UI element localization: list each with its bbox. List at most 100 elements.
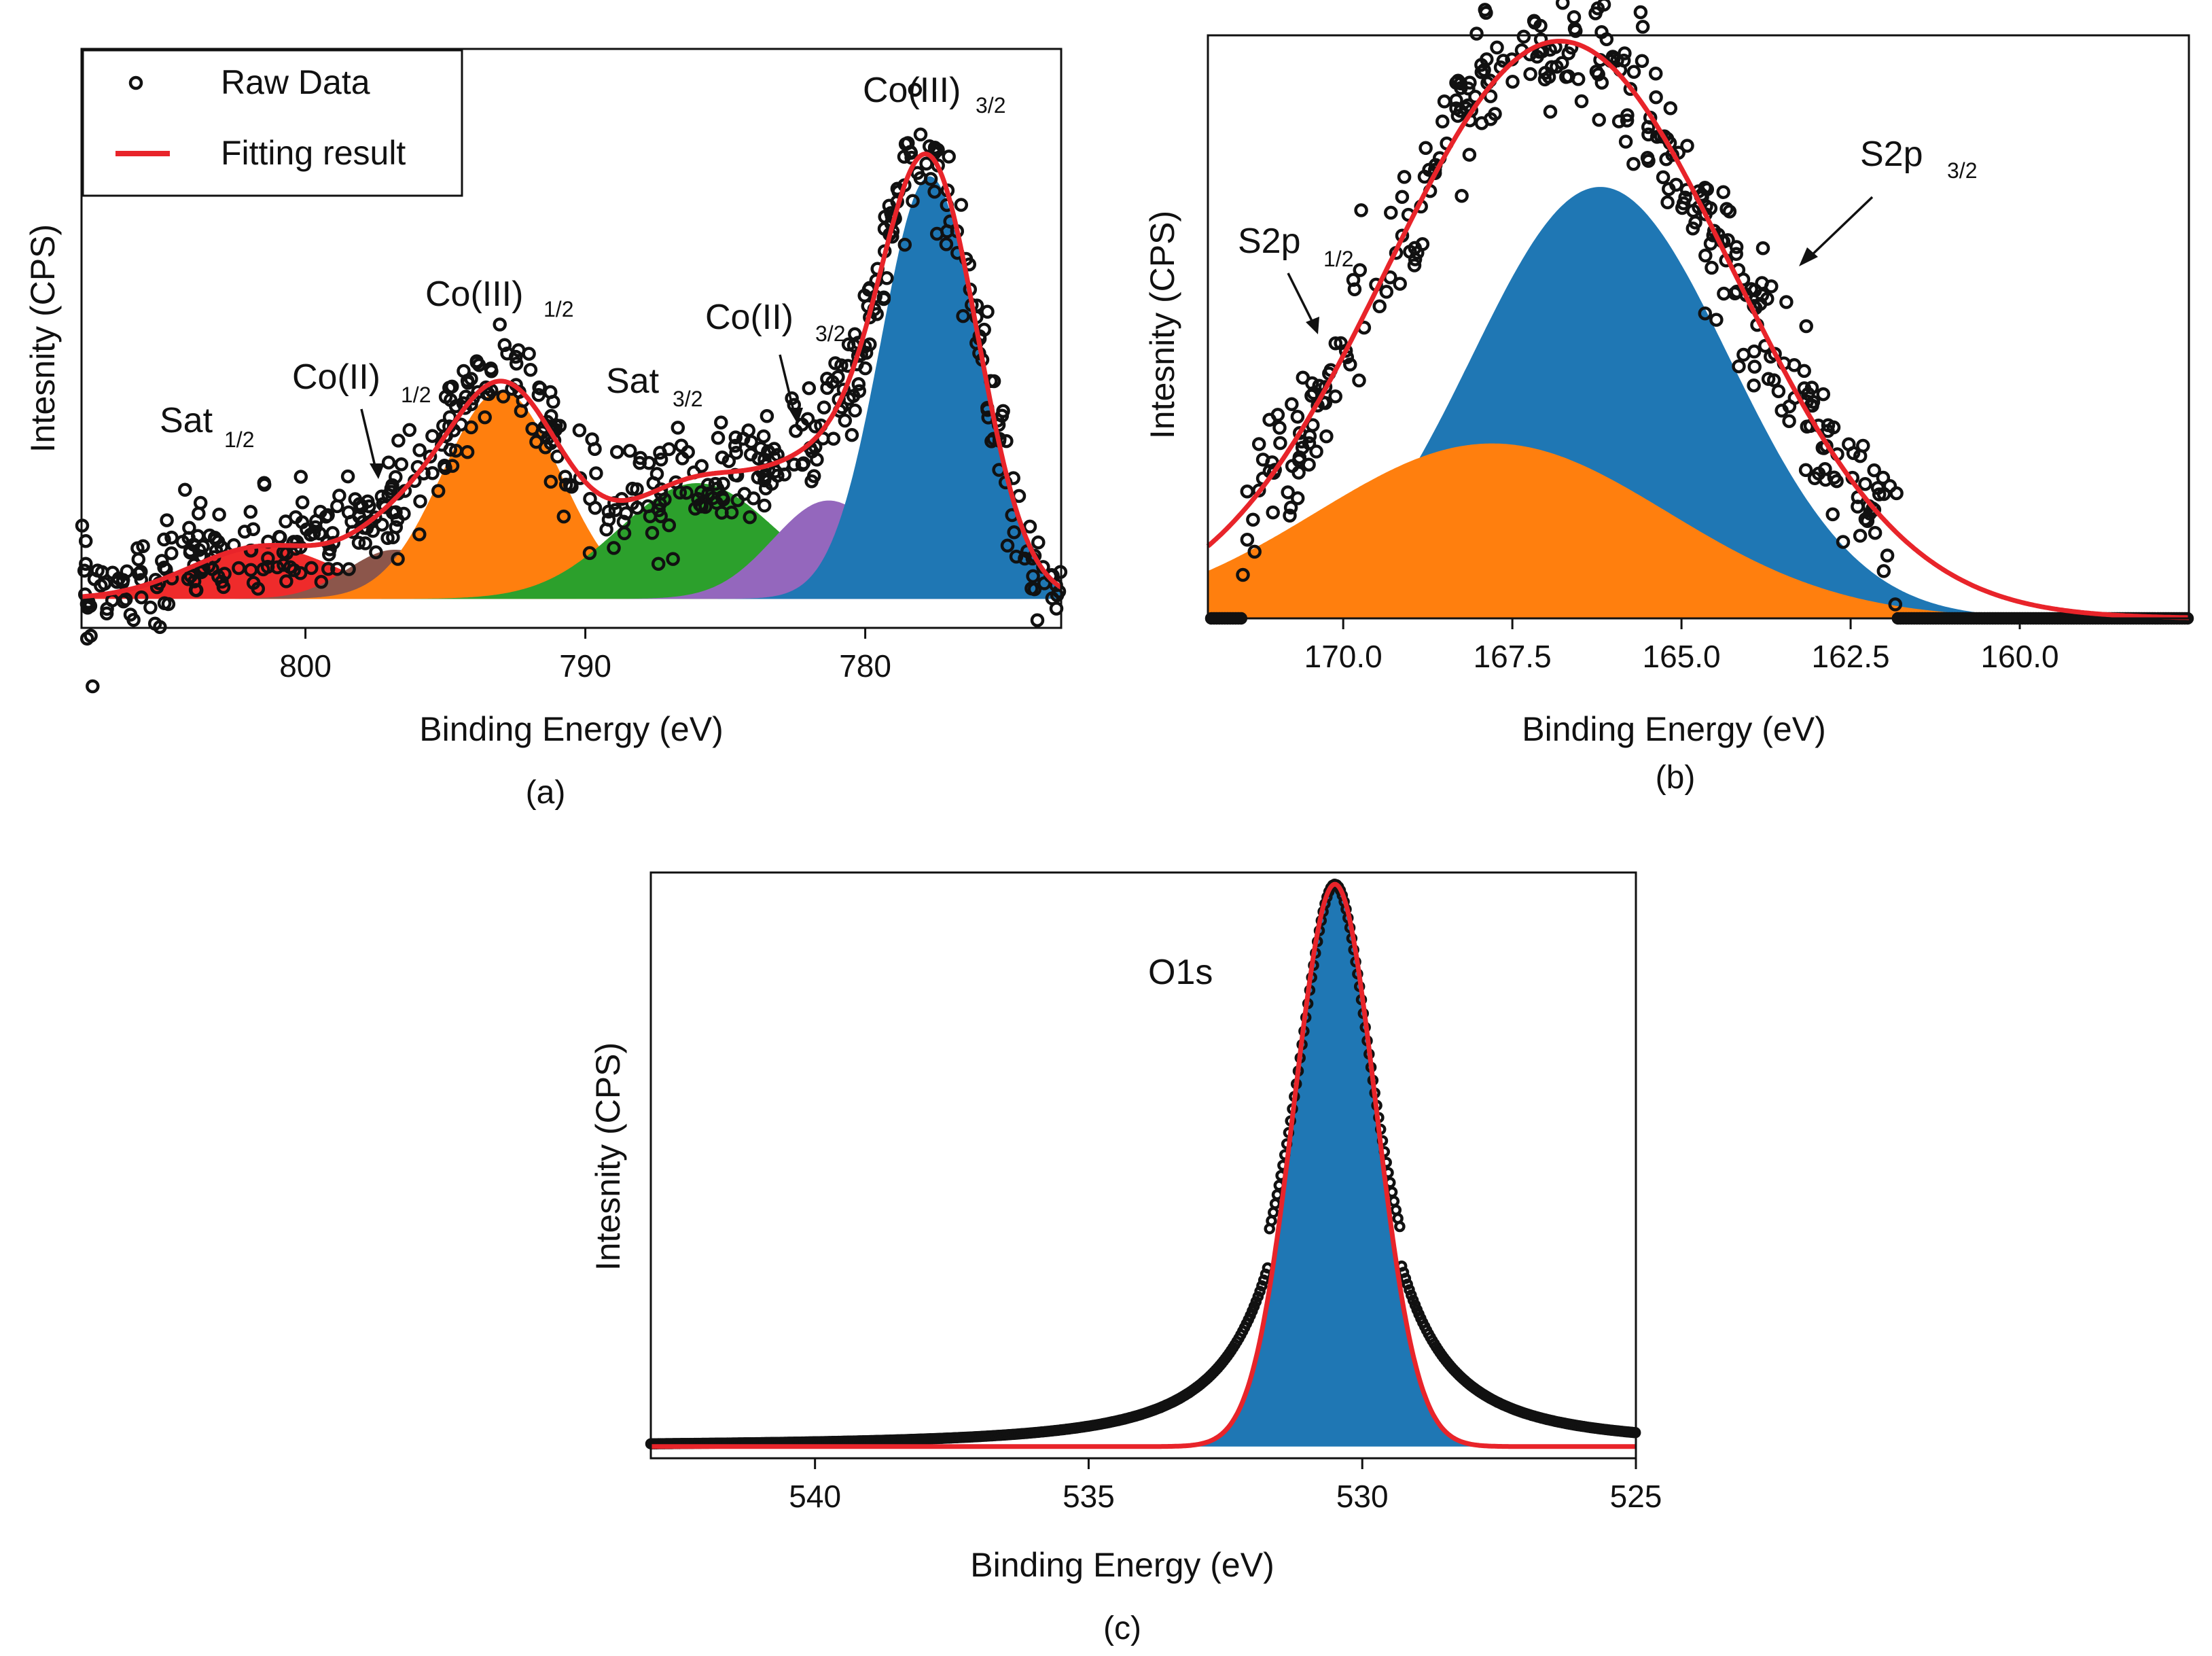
a-raw-data-point [412,443,427,457]
a-raw-data-point [808,419,823,434]
a-raw-data-point [496,389,511,404]
b-raw-data-point [1858,476,1872,491]
a-raw-data-point [919,156,933,171]
a-raw-data-point [306,526,321,541]
a-raw-data-point [929,226,944,241]
a-raw-data-point [806,469,821,483]
a-annot-text: Sat [160,401,213,440]
a-raw-data-point [352,497,367,511]
b-raw-data-point [1352,373,1366,388]
b-annot-sub: 1/2 [1323,247,1353,271]
a-raw-data-point [954,198,969,212]
a-raw-data-point [601,504,616,519]
b-raw-data-point [1860,514,1875,529]
b-raw-data-point [1296,370,1310,385]
b-raw-data-point [1774,404,1789,418]
b-raw-data-point [1641,127,1656,142]
a-raw-data-point [438,429,452,444]
b-raw-data-point [1766,373,1781,387]
b-raw-data-point [1483,111,1498,126]
a-legend-raw-label: Raw Data [221,63,370,101]
c-raw-data-point [1390,1204,1402,1216]
b-raw-data-point [1285,397,1299,412]
a-raw-data-point [826,431,841,446]
c-x-tick-label: 535 [1063,1479,1115,1514]
a-raw-data-point [876,292,891,306]
b-raw-data-point [1836,535,1851,549]
a-raw-data-point [810,453,824,467]
c-raw-data-point [1269,1198,1281,1210]
b-raw-data-point [1811,466,1826,481]
a-raw-data-point [192,506,206,521]
a-raw-data-point [84,629,98,643]
b-annot-text: S2p [1238,222,1301,261]
b-raw-data-point [1353,263,1368,277]
b-raw-data-point [1703,236,1718,251]
a-component-co-ii-1-2 [82,550,1061,599]
a-raw-data-point [589,466,603,480]
a-raw-data-point [389,470,403,485]
b-raw-data-point [1876,564,1891,578]
a-raw-data-point [381,455,396,470]
b-raw-data-point [1830,474,1844,489]
b-component-fills [1208,187,2189,619]
a-annotation-coii-1-2: Co(II) 1/2 [292,357,431,479]
b-raw-data-point [1397,170,1412,184]
a-raw-data-point [582,546,597,561]
b-raw-data-point [1461,81,1476,96]
a-raw-data-point [679,485,694,500]
a-raw-data-point [511,343,526,357]
a-raw-data-point [79,557,93,571]
b-raw-data-point [1876,470,1891,485]
a-raw-data-point [1022,519,1037,534]
b-arrowhead [1306,317,1319,334]
a-raw-data-point [514,404,529,418]
c-raw-data-point [1268,1207,1279,1218]
b-raw-data-point [1455,188,1469,203]
a-raw-data-point [178,482,192,497]
a-raw-data-point [193,495,208,510]
a-raw-data-point [802,381,817,395]
a-raw-data-point [384,481,399,496]
b-raw-data-point [1266,505,1280,520]
a-raw-data-point [757,498,772,513]
b-raw-data-point [1527,14,1541,29]
a-raw-data-point [654,453,668,467]
b-raw-data-point [1290,409,1305,424]
a-raw-data-point [212,508,226,522]
b-raw-data-point [1717,286,1731,301]
a-raw-data-point [716,476,730,491]
a-legend-box [82,49,463,197]
a-raw-data-point [694,485,709,499]
a-raw-data-point [956,309,970,323]
a-raw-data-point [846,389,861,403]
a-raw-data-point [756,429,771,444]
b-x-tick-label: 167.5 [1474,639,1552,674]
a-raw-data-point [118,592,133,607]
b-raw-data-point [1797,364,1811,378]
b-raw-data-point [1698,248,1713,263]
b-x-tick-label: 162.5 [1812,639,1890,674]
a-raw-data-point [232,561,246,576]
b-x-tick-label: 165.0 [1643,639,1721,674]
a-raw-data-point [471,357,486,372]
a-raw-data-point [243,505,258,519]
c-raw-data-points [645,879,1641,1449]
a-raw-data-point [880,271,894,285]
a-raw-data-point [86,679,100,694]
b-raw-data-point [1716,185,1730,199]
a-arrow-coii-3-2 [779,354,795,411]
a-raw-data-point [980,304,995,319]
a-raw-data-point [1030,613,1045,627]
a-raw-data-point [795,457,810,472]
b-raw-data-point [1888,597,1903,612]
b-raw-data-point [1328,389,1342,404]
a-raw-data-point [565,479,579,494]
b-raw-data-point [1880,548,1895,563]
b-raw-data-point [1302,429,1317,444]
b-component-s2p-1-2 [1208,443,2189,618]
b-y-axis-label: Intesnity (CPS) [1143,211,1181,439]
b-raw-data-point [1663,101,1678,116]
a-raw-data-point [363,514,378,529]
a-raw-data-point [844,427,859,442]
